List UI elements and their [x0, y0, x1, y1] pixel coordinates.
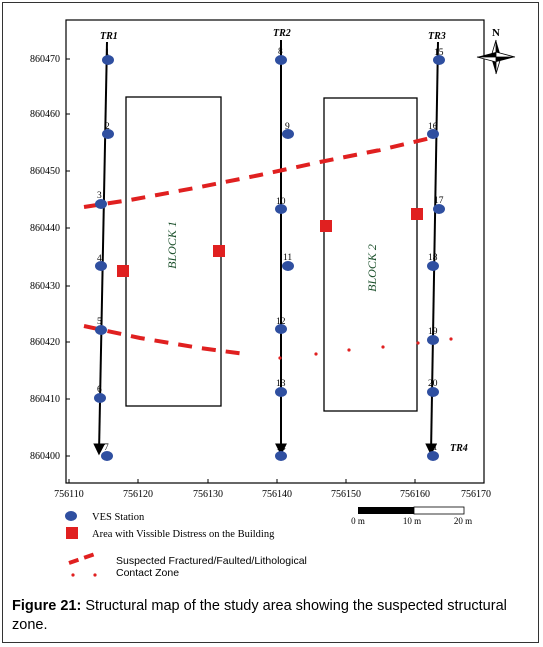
fracture-zone-lower [83, 324, 246, 356]
ves-station [275, 451, 287, 461]
caption-label: Figure 21: [12, 598, 82, 614]
scale-label: 20 m [454, 516, 472, 526]
station-number: 7 [104, 443, 109, 453]
station-number: 10 [276, 197, 286, 207]
x-tick-label: 756150 [331, 489, 361, 500]
ves-station [275, 324, 287, 334]
x-tick-label: 756130 [193, 489, 223, 500]
north-arrow-icon [476, 39, 516, 75]
legend-ves-symbol [65, 511, 77, 521]
ves-station [427, 129, 439, 139]
station-number: 8 [278, 47, 283, 57]
station-number: 21 [428, 443, 438, 453]
ves-station [94, 393, 106, 403]
y-tick-label: 860450 [30, 166, 60, 177]
legend-ves-text: VES Station [92, 512, 145, 523]
station-number: 11 [283, 253, 292, 263]
station-number: 2 [105, 122, 110, 132]
ves-station [427, 335, 439, 345]
traverse-label: TR1 [100, 31, 118, 42]
legend-distress-symbol [66, 527, 78, 539]
y-tick-label: 860430 [30, 281, 60, 292]
fracture-zone-upper [83, 135, 436, 209]
block-2 [323, 97, 418, 412]
ves-station [433, 55, 445, 65]
ves-station [95, 325, 107, 335]
distress-marker [117, 265, 129, 277]
station-number: 18 [428, 253, 438, 263]
ves-station [427, 387, 439, 397]
legend-zone-dots [93, 573, 97, 577]
traverse-label: TR3 [428, 31, 446, 42]
station-number: 16 [428, 122, 438, 132]
figure-frame [2, 2, 539, 643]
station-number: 9 [285, 122, 290, 132]
x-tick-label: 756170 [461, 489, 491, 500]
station-number: 20 [428, 379, 438, 389]
block-1-label: BLOCK 1 [165, 221, 179, 269]
distress-marker [213, 245, 225, 257]
ves-station [282, 129, 294, 139]
traverse-label: TR2 [273, 28, 291, 39]
y-tick-label: 860410 [30, 394, 60, 405]
y-tick-label: 860400 [30, 451, 60, 462]
fracture-zone-lower-dots [278, 337, 453, 360]
traverse-tr1-line [93, 41, 108, 456]
ves-station [102, 55, 114, 65]
x-tick-label: 756120 [123, 489, 153, 500]
ves-station [95, 199, 107, 209]
station-number: 13 [276, 379, 286, 389]
legend-distress-text: Area with Vissible Distress on the Build… [92, 529, 275, 540]
block-2-label: BLOCK 2 [365, 244, 379, 292]
y-tick-label: 860470 [30, 54, 60, 65]
x-tick-label: 756140 [262, 489, 292, 500]
ves-station [275, 55, 287, 65]
ves-station [427, 261, 439, 271]
distress-marker [411, 208, 423, 220]
station-number: 1 [105, 48, 110, 58]
ves-station [102, 129, 114, 139]
caption-text: Structural map of the study area showing… [12, 598, 507, 633]
scale-bar [358, 506, 465, 515]
ves-station [275, 204, 287, 214]
ves-station [95, 261, 107, 271]
y-tick-label: 860460 [30, 109, 60, 120]
station-number: 19 [428, 327, 438, 337]
ves-station [427, 451, 439, 461]
legend-zone-text-1: Suspected Fractured/Faulted/Lithological [116, 555, 307, 567]
ves-station [282, 261, 294, 271]
x-tick-label: 756110 [54, 489, 84, 500]
station-number: 5 [97, 317, 102, 327]
scale-label: 0 m [351, 516, 365, 526]
x-tick-label: 756160 [400, 489, 430, 500]
scale-label: 10 m [403, 516, 421, 526]
station-number: 6 [97, 385, 102, 395]
ves-stations [94, 55, 445, 461]
traverse-tr3-line [425, 41, 439, 456]
ves-station [433, 204, 445, 214]
y-tick-label: 860420 [30, 337, 60, 348]
y-tick-label: 860440 [30, 223, 60, 234]
station-number: 3 [97, 191, 102, 201]
distress-marker [320, 220, 332, 232]
station-number: 12 [276, 317, 286, 327]
station-number: 15 [434, 48, 444, 58]
legend-zone-text-2: Contact Zone [116, 567, 179, 579]
traverse-label: TR4 [450, 443, 468, 454]
ves-station [275, 387, 287, 397]
figure-caption: Figure 21: Structural map of the study a… [12, 597, 532, 635]
station-number: 17 [434, 196, 444, 206]
ves-station [101, 451, 113, 461]
station-number: 4 [97, 254, 102, 264]
station-number: 14 [276, 443, 286, 453]
legend-zone-dash [68, 551, 99, 565]
north-label: N [492, 27, 500, 39]
plot-border [65, 19, 485, 484]
